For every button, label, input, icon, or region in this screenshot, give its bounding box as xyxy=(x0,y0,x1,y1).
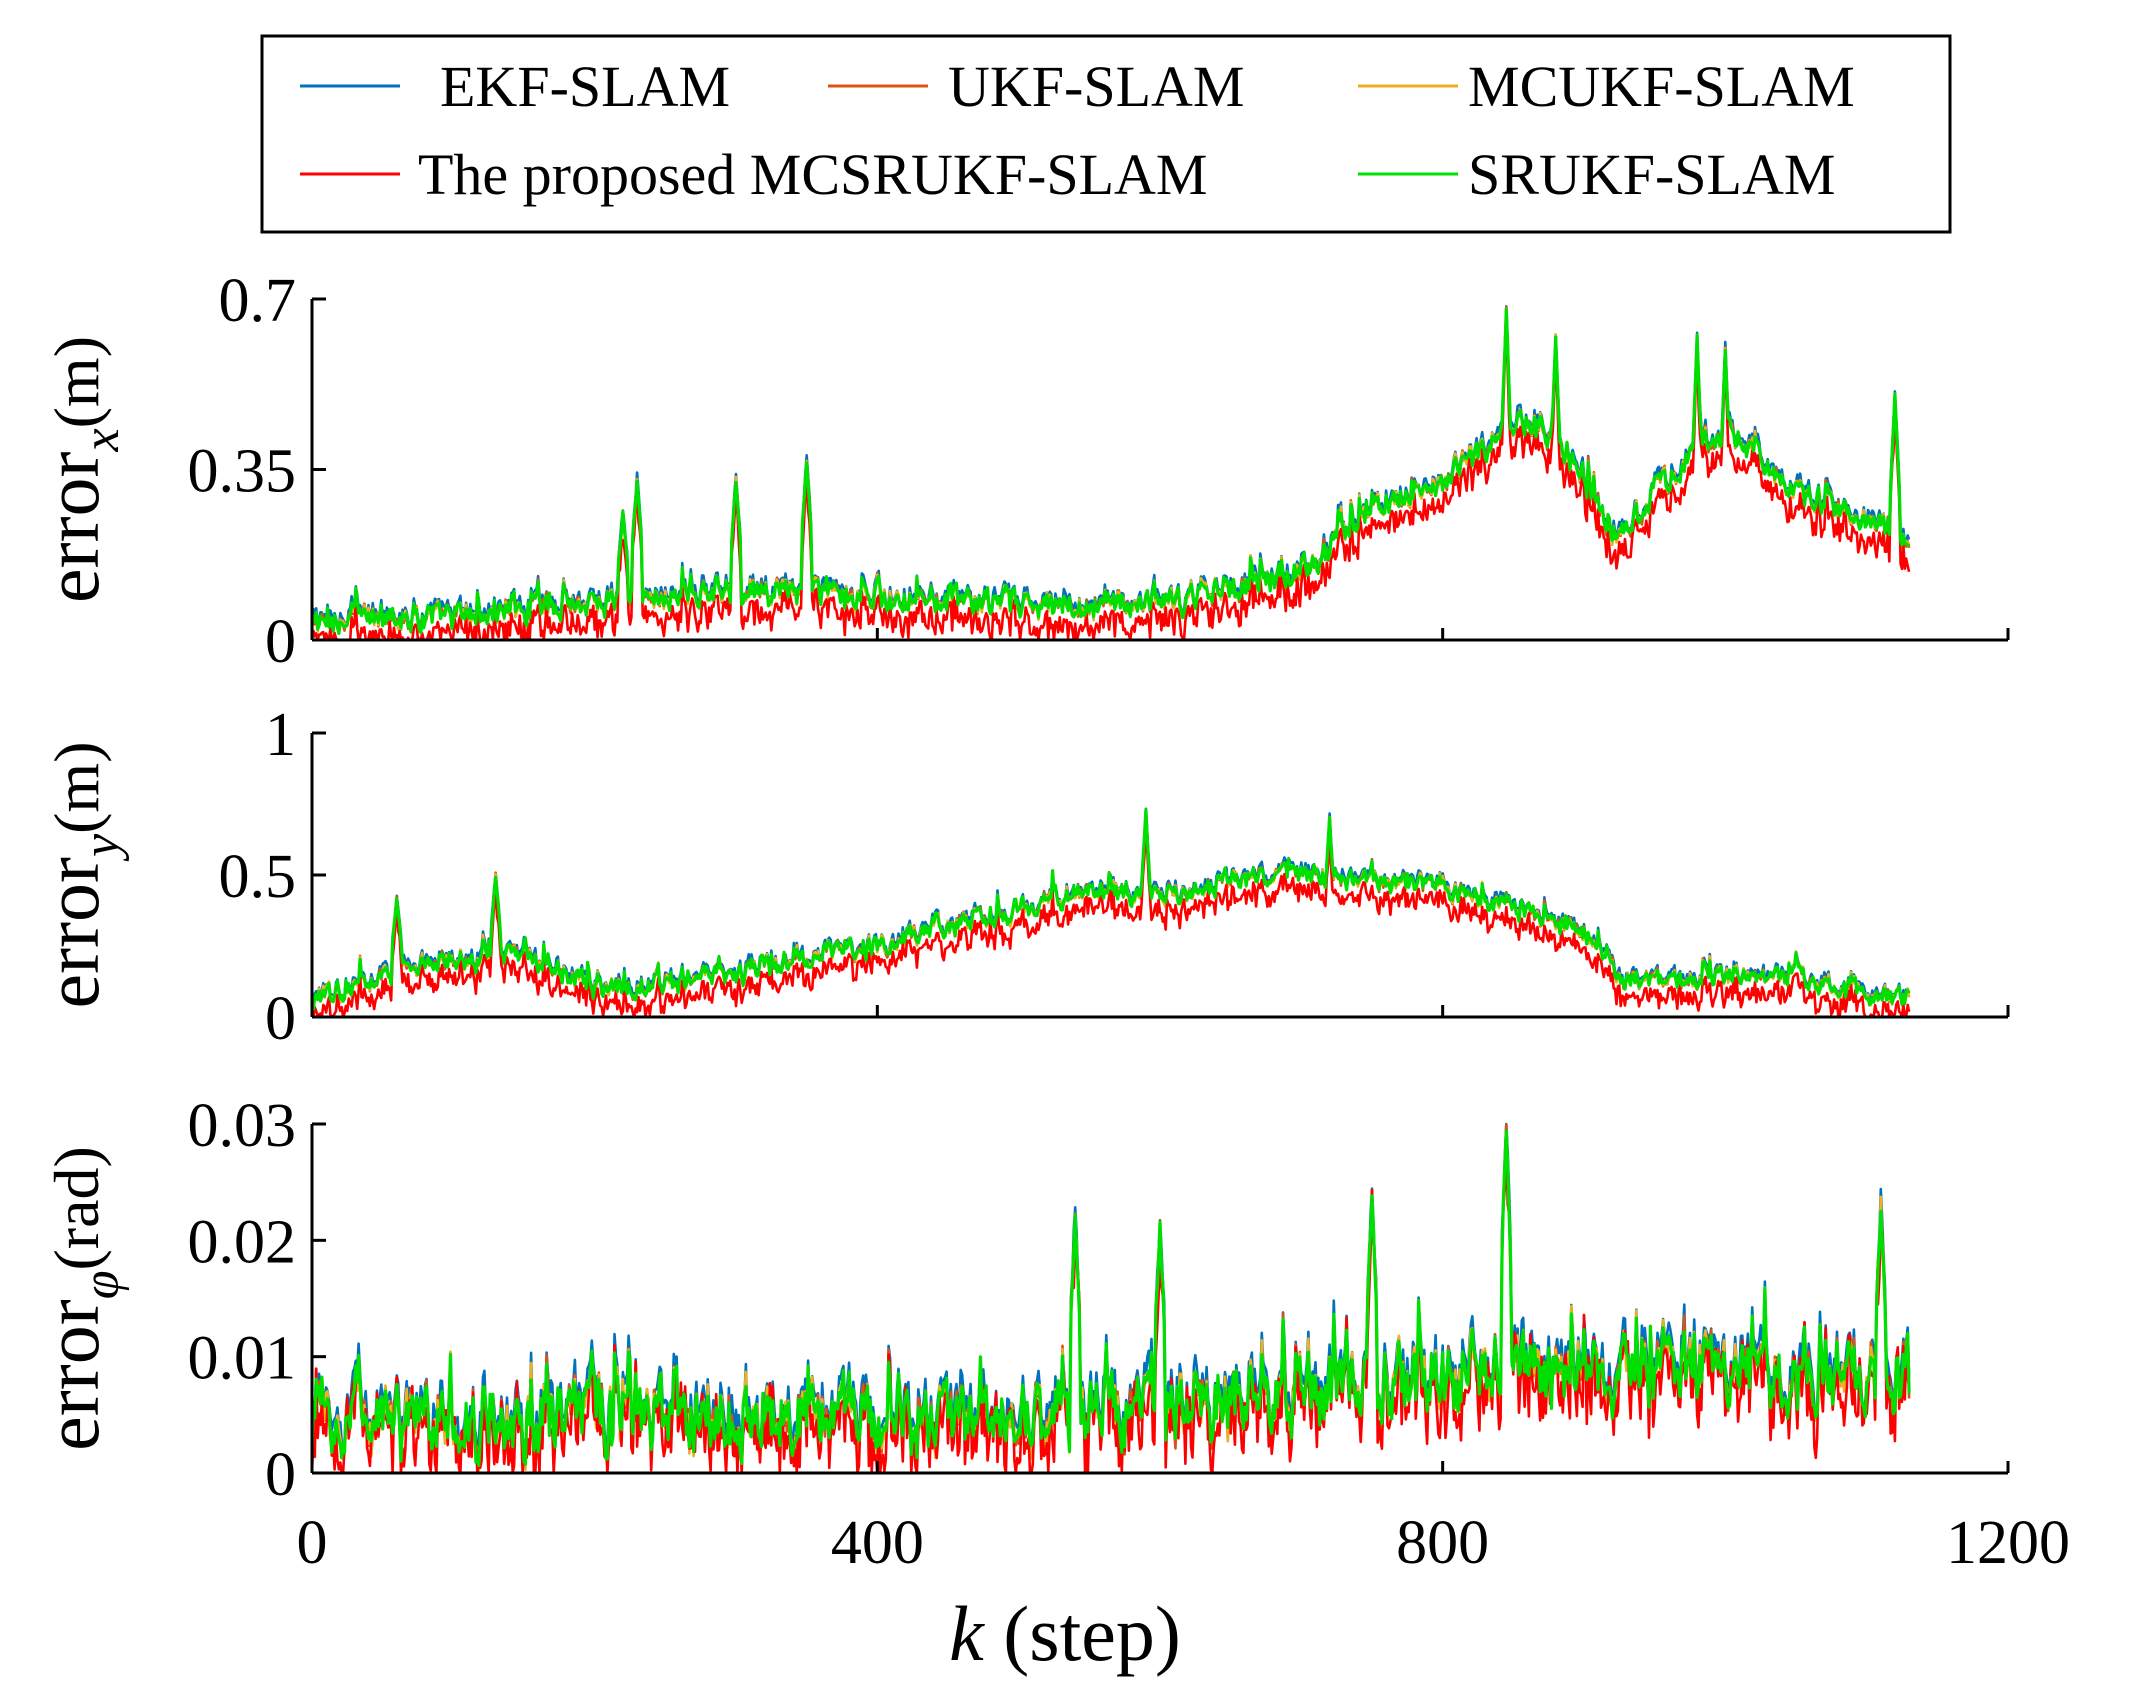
legend-label-ukf: UKF-SLAM xyxy=(948,54,1245,119)
y-axis-label-sub: x xyxy=(73,428,130,452)
y-axis-label: errorx(m) xyxy=(28,336,130,603)
plot-lines xyxy=(312,1122,1911,1473)
y-tick-label: 0.02 xyxy=(188,1208,297,1276)
x-tick-label: 800 xyxy=(1396,1509,1489,1577)
x-tick-label: 1200 xyxy=(1946,1509,2070,1577)
legend-box xyxy=(260,34,1952,234)
legend-label-ekf: EKF-SLAM xyxy=(440,54,730,119)
x-axis-label-var: k xyxy=(949,1590,985,1677)
y-axis-label-unit: (m) xyxy=(41,336,112,428)
panel-error-x: 0 0.35 0.7 errorx(m) xyxy=(28,267,2010,676)
x-tick-label: 400 xyxy=(831,1509,924,1577)
series-ekf-line xyxy=(312,305,1911,630)
y-axis-label-unit: (m) xyxy=(41,741,112,833)
y-axis-label-unit: (rad) xyxy=(41,1146,112,1270)
x-tick-label: 0 xyxy=(297,1509,328,1577)
panel-error-y: 0 0.5 1 errory(m) xyxy=(28,701,2010,1053)
series-mcukf-line xyxy=(312,308,1911,634)
x-axis-label-unit: (step) xyxy=(984,1590,1181,1677)
legend-label-srukf: SRUKF-SLAM xyxy=(1468,142,1835,207)
y-tick-label: 0.7 xyxy=(219,267,297,335)
y-axis-label-base: error xyxy=(28,1299,115,1451)
series-srukf-line xyxy=(312,1129,1911,1468)
y-axis-label-base: error xyxy=(28,857,115,1009)
series-srukf-line xyxy=(312,307,1911,636)
legend-entry-ekf: EKF-SLAM xyxy=(300,54,730,119)
y-tick-label: 0.35 xyxy=(188,438,297,506)
series-proposed-line xyxy=(312,319,1911,640)
y-axis-label: errory(m) xyxy=(28,741,130,1008)
y-axis-label-sub: y xyxy=(73,833,130,862)
panel-error-phi: 0 0.01 0.02 0.03 errorφ(rad) xyxy=(28,1092,2010,1509)
y-tick-label: 0 xyxy=(265,985,296,1053)
plot-lines xyxy=(312,807,1911,1017)
y-axis-label-base: error xyxy=(28,451,115,603)
series-srukf-line xyxy=(312,808,1911,1011)
x-axis-label: k (step) xyxy=(949,1590,1181,1677)
legend: EKF-SLAM UKF-SLAM MCUKF-SLAM The propose… xyxy=(260,34,1952,234)
legend-entry-srukf: SRUKF-SLAM xyxy=(1358,142,1835,207)
legend-entry-proposed: The proposed MCSRUKF-SLAM xyxy=(300,142,1208,207)
legend-label-mcukf: MCUKF-SLAM xyxy=(1468,54,1855,119)
y-tick-label: 0.5 xyxy=(219,843,297,911)
y-axis-label: errorφ(rad) xyxy=(28,1146,130,1451)
y-tick-label: 0 xyxy=(265,608,296,676)
y-axis-label-sub: φ xyxy=(73,1271,130,1300)
series-proposed-line xyxy=(312,826,1911,1017)
y-tick-label: 0 xyxy=(265,1441,296,1509)
legend-label-proposed: The proposed MCSRUKF-SLAM xyxy=(418,142,1208,207)
legend-entry-mcukf: MCUKF-SLAM xyxy=(1358,54,1855,119)
y-tick-label: 1 xyxy=(265,701,296,769)
legend-entry-ukf: UKF-SLAM xyxy=(828,54,1245,119)
x-tick-labels: 0 400 800 1200 xyxy=(297,1509,2071,1577)
series-ukf-line xyxy=(312,305,1911,634)
plot-lines xyxy=(312,305,1911,640)
y-tick-label: 0.03 xyxy=(188,1092,297,1160)
y-tick-label: 0.01 xyxy=(188,1325,297,1393)
